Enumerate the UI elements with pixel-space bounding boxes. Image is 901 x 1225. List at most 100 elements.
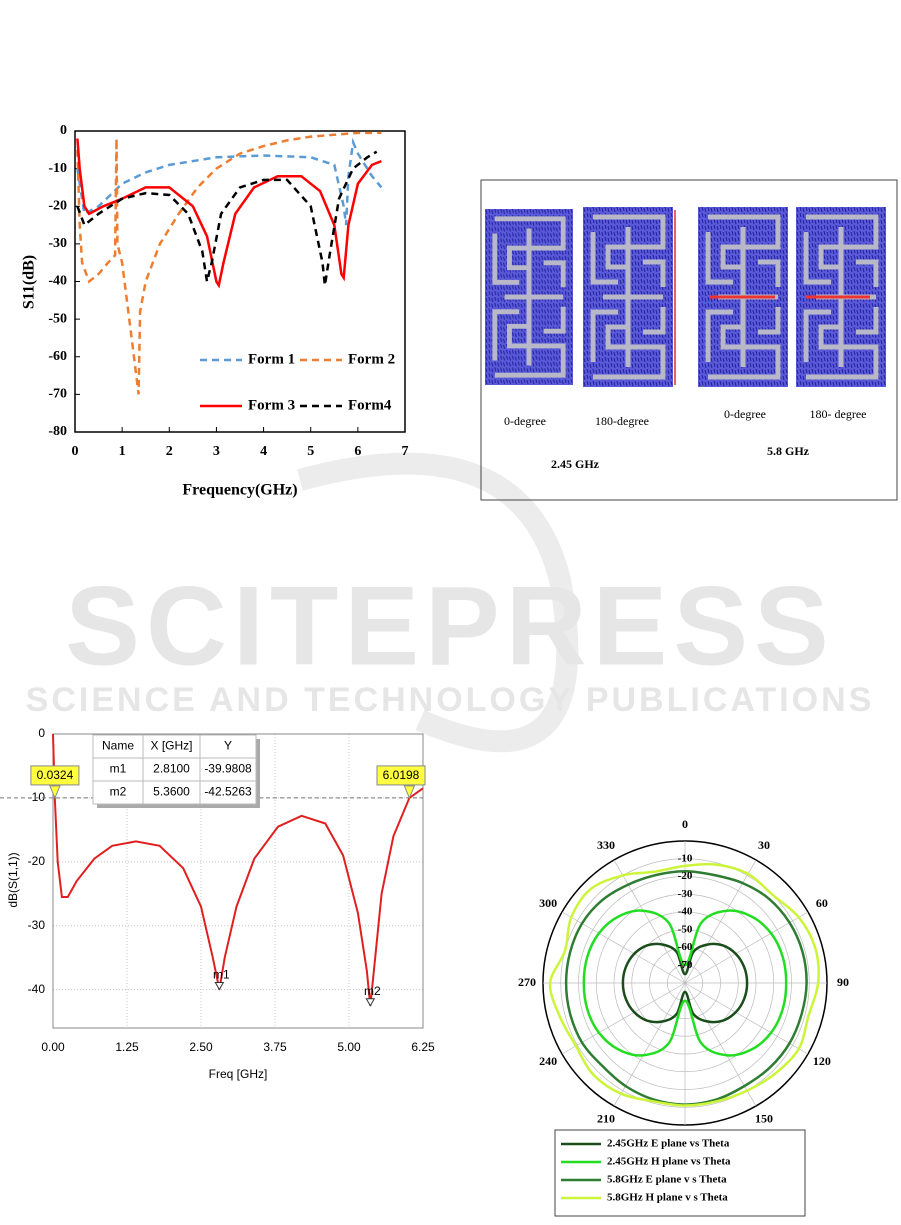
panel-label: 180- degree xyxy=(810,407,867,421)
y-tick-label: -20 xyxy=(28,854,46,868)
y-axis-label: S11(dB) xyxy=(21,255,38,309)
annotation-pointer xyxy=(49,785,61,800)
x-tick-label: 2 xyxy=(166,444,173,459)
y-tick-label: -60 xyxy=(48,349,67,364)
angle-label: 210 xyxy=(597,1112,615,1126)
series-line xyxy=(76,131,382,395)
series-line xyxy=(76,150,378,286)
angle-grid xyxy=(684,859,757,984)
watermark-swoosh xyxy=(297,452,579,753)
marker xyxy=(214,982,225,991)
series-line xyxy=(52,733,424,1006)
angle-grid xyxy=(684,982,809,1055)
marker xyxy=(365,998,376,1007)
y-tick-label: -40 xyxy=(48,274,67,289)
radial-label: -70 xyxy=(678,959,693,971)
watermark-subtitle: SCIENCE AND TECHNOLOGY PUBLICATIONS xyxy=(26,681,875,719)
plot-frame xyxy=(74,130,406,433)
band-label: 2.45 GHz xyxy=(551,457,600,471)
y-tick-label: -40 xyxy=(28,982,46,996)
y-tick-label: -80 xyxy=(48,424,67,439)
annotation-label: 6.0198 xyxy=(383,768,420,782)
y-tick-label: -30 xyxy=(48,236,67,251)
table-text: 2.8100 xyxy=(153,762,190,776)
polar-curve xyxy=(621,942,749,1024)
polar-curve xyxy=(548,862,820,1107)
angle-label: 30 xyxy=(758,838,770,852)
y-tick-label: -10 xyxy=(28,790,46,804)
x-tick-label: 0 xyxy=(72,444,79,459)
x-tick-label: 3.75 xyxy=(263,1040,287,1054)
legend-label: Form 1 xyxy=(248,351,295,367)
panel-label: 0-degree xyxy=(724,407,766,421)
annotation-box xyxy=(376,765,426,786)
plot-frame xyxy=(52,733,424,1029)
angle-grid xyxy=(684,911,809,984)
table-text: 5.3600 xyxy=(153,785,190,799)
y-axis-label: dB(S(1,1)) xyxy=(6,852,20,907)
y-tick-label: -30 xyxy=(28,918,46,932)
x-tick-label: 0.00 xyxy=(41,1040,65,1054)
y-tick-label: -10 xyxy=(48,161,67,176)
x-tick-label: 3 xyxy=(213,444,220,459)
angle-label: 240 xyxy=(539,1054,557,1068)
band-label: 5.8 GHz xyxy=(767,444,810,458)
radial-label: -30 xyxy=(678,888,693,900)
x-tick-label: 5 xyxy=(307,444,314,459)
table-cell xyxy=(199,780,257,805)
y-tick-label: 0 xyxy=(38,726,45,740)
x-tick-label: 7 xyxy=(402,444,409,459)
angle-label: 270 xyxy=(518,975,536,989)
x-tick-label: 4 xyxy=(260,444,267,459)
panel-label: 180-degree xyxy=(595,414,649,428)
annotation-pointer xyxy=(403,785,416,800)
radial-label: -40 xyxy=(678,906,693,918)
y-tick-label: -50 xyxy=(48,311,67,326)
series-line xyxy=(76,138,382,289)
x-tick-label: 5.00 xyxy=(337,1040,361,1054)
table-text: m2 xyxy=(110,785,127,799)
x-axis-label: Freq [GHz] xyxy=(209,1067,268,1081)
radial-label: -10 xyxy=(678,852,693,864)
marker-label: m1 xyxy=(213,968,230,982)
radial-label: -20 xyxy=(678,870,693,882)
x-axis-label: Frequency(GHz) xyxy=(182,482,297,499)
x-tick-label: 6 xyxy=(354,444,361,459)
legend-label: 5.8GHz E plane v s Theta xyxy=(607,1174,727,1186)
figure-frame xyxy=(480,179,898,501)
panel-label: 0-degree xyxy=(504,414,546,428)
table-text: Y xyxy=(224,739,232,753)
legend-label: 2.45GHz H plane vs Theta xyxy=(607,1156,731,1168)
radial-label: -50 xyxy=(678,923,693,935)
x-tick-label: 1.25 xyxy=(115,1040,139,1054)
angle-label: 120 xyxy=(813,1054,831,1068)
table-text: Name xyxy=(102,739,134,753)
table-text: -39.9808 xyxy=(204,762,252,776)
angle-label: 90 xyxy=(837,975,849,989)
y-tick-label: -20 xyxy=(48,198,67,213)
polar-curve xyxy=(582,909,788,1057)
plot-area xyxy=(75,131,405,432)
current-figure: 0-degree 180-degree 0-degree 180- degree… xyxy=(480,179,898,501)
annotation-box xyxy=(30,765,80,786)
y-tick-label: -70 xyxy=(48,387,67,402)
x-tick-label: 1 xyxy=(119,444,126,459)
y-tick-label: 0 xyxy=(60,123,67,138)
table-text: -42.5263 xyxy=(204,785,252,799)
radial-label: -60 xyxy=(678,941,693,953)
x-tick-label: 2.50 xyxy=(189,1040,213,1054)
angle-label: 60 xyxy=(816,896,828,910)
legend-label: 5.8GHz H plane v s Theta xyxy=(607,1192,728,1204)
angle-label: 300 xyxy=(539,896,557,910)
angle-label: 150 xyxy=(755,1112,773,1126)
angle-grid xyxy=(613,859,686,984)
table-bg xyxy=(92,734,257,805)
table-text: m1 xyxy=(110,762,127,776)
annotation-label: 0.0324 xyxy=(37,768,74,782)
angle-label: 0 xyxy=(682,817,688,831)
legend-label: 2.45GHz E plane vs Theta xyxy=(607,1138,730,1150)
series-line xyxy=(76,137,383,226)
panel xyxy=(485,209,573,385)
